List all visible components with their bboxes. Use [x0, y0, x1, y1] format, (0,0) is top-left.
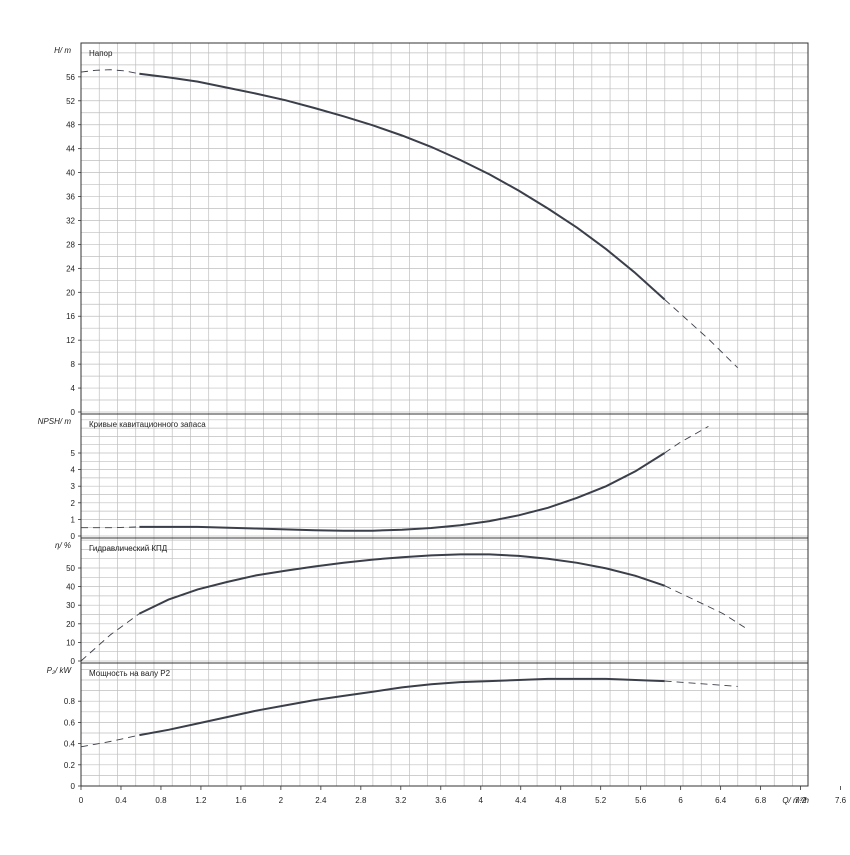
y-tick-label: 8: [71, 360, 76, 369]
x-tick-label: 3.6: [435, 796, 447, 805]
curve-line-solid: [139, 72, 666, 301]
y-tick-label: 40: [66, 583, 75, 592]
y-tick-label: 0: [71, 657, 76, 666]
curve-line-dashed: [81, 526, 140, 529]
x-tick-label: 6: [678, 796, 683, 805]
y-tick-label: 0: [71, 532, 76, 541]
y-tick-label: 5: [71, 449, 76, 458]
x-tick-label: 1.6: [235, 796, 247, 805]
x-tick-label: 2.4: [315, 796, 327, 805]
y-tick-label: 12: [66, 336, 75, 345]
curve-line-dashed: [664, 426, 709, 454]
curve-line-dashed: [80, 613, 140, 662]
y-tick-label: 16: [66, 312, 75, 321]
y-tick-label: 4: [71, 384, 76, 393]
x-tick-label: 2: [279, 796, 284, 805]
curve-line-dashed: [80, 69, 140, 75]
x-axis-label: Q/ m³/h: [782, 796, 809, 805]
x-tick-label: 4: [479, 796, 484, 805]
y-tick-label: 20: [66, 620, 75, 629]
y-tick-label: 28: [66, 240, 75, 249]
y-tick-label: 48: [66, 121, 75, 130]
y-tick-label: 24: [66, 264, 75, 273]
y-tick-label: 0: [71, 782, 76, 791]
y-axis-label: η/ %: [55, 541, 71, 550]
x-tick-label: 5.6: [635, 796, 647, 805]
curve-line-dashed: [664, 680, 738, 687]
y-tick-label: 0.2: [64, 761, 76, 770]
curve-line-solid: [139, 452, 666, 532]
y-tick-label: 32: [66, 216, 75, 225]
curve-line-dashed: [664, 299, 738, 369]
y-tick-label: 1: [71, 515, 76, 524]
panel-title: Напор: [89, 49, 113, 58]
x-tick-label: 7.6: [835, 796, 847, 805]
curve-line-dashed: [664, 585, 746, 628]
y-axis-label: H/ m: [54, 46, 71, 55]
x-tick-label: 6.8: [755, 796, 767, 805]
x-tick-label: 7.2: [795, 796, 807, 805]
y-tick-label: 0.4: [64, 740, 76, 749]
x-tick-label: 2.8: [355, 796, 367, 805]
y-tick-label: 40: [66, 169, 75, 178]
y-tick-label: 36: [66, 193, 75, 202]
y-tick-label: 0.6: [64, 718, 76, 727]
y-tick-label: 52: [66, 97, 75, 106]
x-tick-label: 0: [79, 796, 84, 805]
curve-line-dashed: [80, 734, 140, 748]
y-tick-label: 56: [66, 73, 75, 82]
panel-title: Кривые кавитационного запаса: [89, 420, 206, 429]
x-tick-label: 4.8: [555, 796, 567, 805]
y-tick-label: 2: [71, 499, 76, 508]
y-tick-label: 0.8: [64, 697, 76, 706]
x-tick-label: 0.4: [115, 796, 127, 805]
y-tick-label: 30: [66, 601, 75, 610]
y-tick-label: 10: [66, 638, 75, 647]
chart-frame: [80, 42, 809, 787]
y-axis-label: P₂/ kW: [47, 666, 73, 675]
curve-line-solid: [139, 677, 665, 737]
y-tick-label: 0: [71, 408, 76, 417]
y-tick-label: 20: [66, 288, 75, 297]
y-tick-label: 44: [66, 145, 75, 154]
x-tick-label: 6.4: [715, 796, 727, 805]
x-tick-label: 4.4: [515, 796, 527, 805]
x-tick-label: 5.2: [595, 796, 607, 805]
x-tick-label: 1.2: [195, 796, 207, 805]
y-tick-label: 3: [71, 482, 76, 491]
panel-title: Мощность на валу P2: [89, 669, 171, 678]
y-tick-label: 4: [71, 466, 76, 475]
y-tick-label: 50: [66, 564, 75, 573]
x-tick-label: 3.2: [395, 796, 407, 805]
curve-line-solid: [138, 553, 665, 615]
x-tick-label: 0.8: [155, 796, 167, 805]
panel-title: Гидравлический КПД: [89, 544, 168, 553]
y-axis-label: NPSH/ m: [38, 417, 72, 426]
